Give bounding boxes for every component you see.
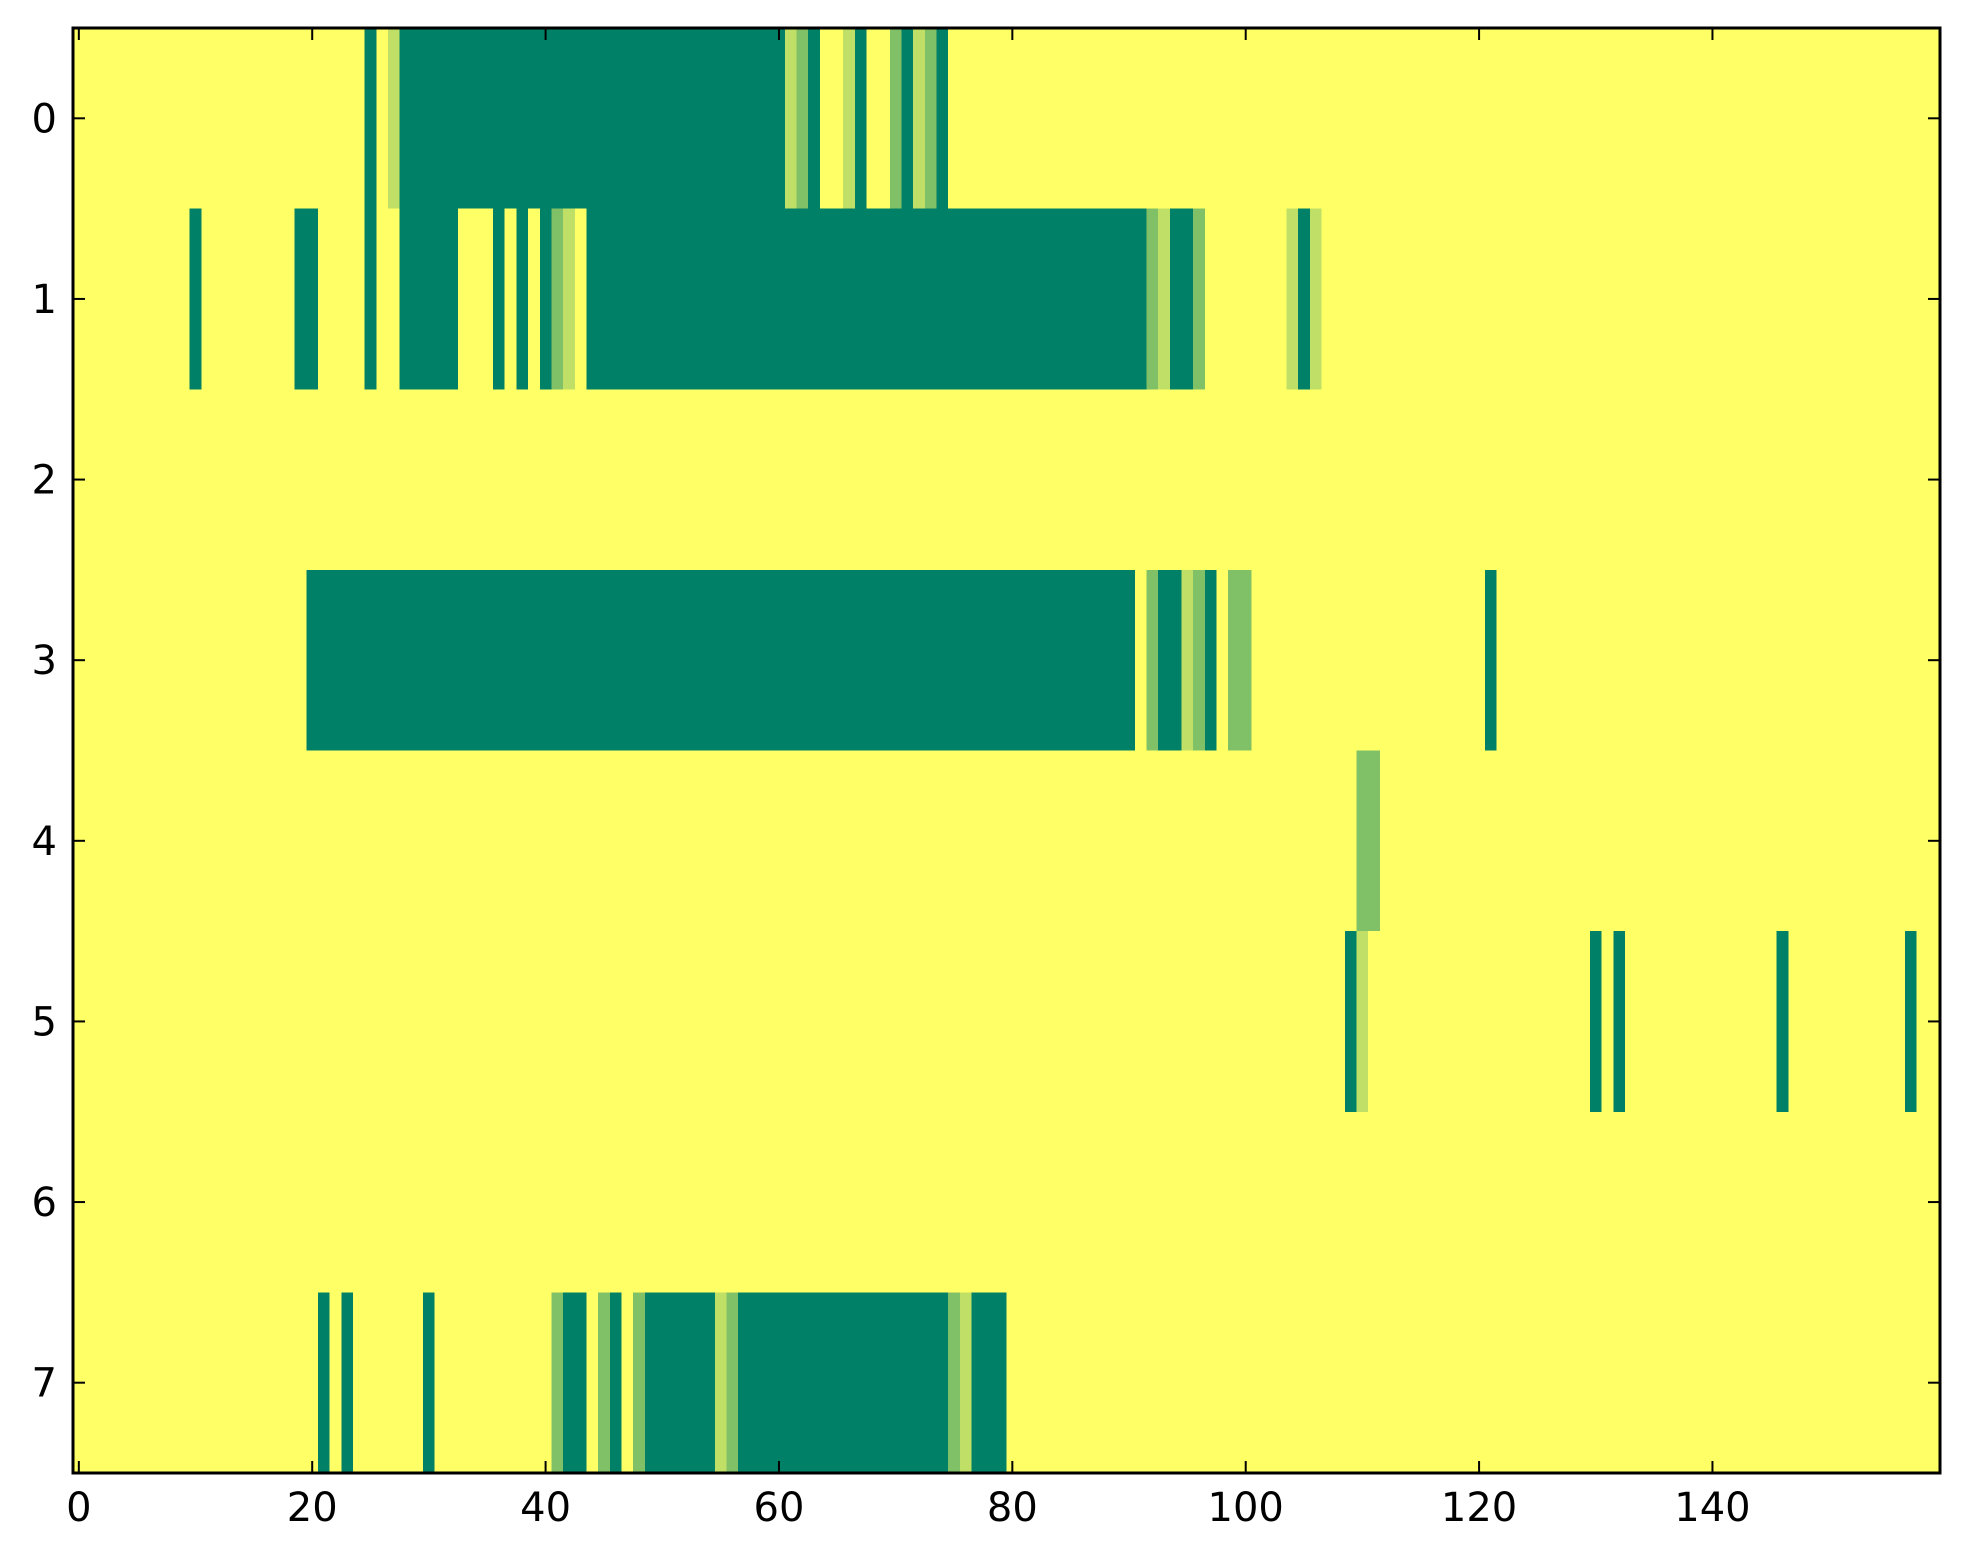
- heatmap-cell: [516, 208, 529, 390]
- heatmap-cell: [1613, 931, 1625, 1112]
- heatmap-cell: [364, 28, 377, 209]
- heatmap-cells: [189, 28, 1917, 1473]
- heatmap-cell: [1904, 931, 1917, 1112]
- heatmap-cell: [1776, 931, 1789, 1112]
- heatmap-cell: [609, 1292, 622, 1473]
- y-tick-label: 3: [32, 638, 57, 684]
- heatmap-cell: [738, 1292, 949, 1473]
- heatmap-cell: [808, 28, 820, 209]
- heatmap-cell: [1309, 208, 1322, 390]
- heatmap-cell: [1344, 931, 1357, 1112]
- heatmap-cell: [843, 28, 855, 209]
- heatmap-cell: [714, 1292, 727, 1473]
- axis-ticks: [73, 28, 1940, 1473]
- heatmap-cell: [1589, 931, 1602, 1112]
- heatmap-cell: [189, 208, 202, 390]
- y-axis-tick-labels: 0 1 2 3 4 5 6 7: [32, 96, 57, 1406]
- x-tick-label: 20: [287, 1485, 338, 1531]
- heatmap-cell: [1298, 208, 1310, 390]
- y-tick-label: 7: [32, 1361, 57, 1407]
- heatmap-cell: [726, 1292, 739, 1473]
- heatmap-cell: [563, 1292, 587, 1473]
- heatmap-cell: [1484, 569, 1497, 751]
- heatmap-cell: [1146, 569, 1159, 751]
- heatmap-cell: [901, 28, 914, 209]
- heatmap-cell: [971, 1292, 984, 1473]
- heatmap-cell: [913, 28, 925, 209]
- heatmap-cell: [586, 208, 1147, 390]
- heatmap-cell: [644, 1292, 715, 1473]
- heatmap-cell: [1228, 569, 1252, 751]
- heatmap-cell: [796, 28, 809, 209]
- x-tick-label: 120: [1441, 1485, 1517, 1531]
- heatmap-cell: [539, 208, 552, 390]
- heatmap-cell: [948, 1292, 960, 1473]
- heatmap-cell: [563, 208, 575, 390]
- x-axis-tick-labels: 0 20 40 60 80 100 120 140: [66, 1485, 1751, 1531]
- y-tick-label: 5: [32, 999, 57, 1045]
- heatmap-cell: [598, 1292, 610, 1473]
- x-tick-label: 140: [1674, 1485, 1750, 1531]
- heatmap-cell: [959, 1292, 972, 1473]
- heatmap-cell: [1193, 569, 1205, 751]
- heatmap-cell: [633, 1292, 645, 1473]
- heatmap-cell: [1146, 208, 1159, 390]
- heatmap-cell: [936, 28, 949, 209]
- heatmap-cell: [854, 28, 867, 209]
- heatmap-cell: [1158, 569, 1182, 751]
- heatmap-cell: [423, 1292, 435, 1473]
- x-tick-label: 60: [754, 1485, 805, 1531]
- y-tick-label: 4: [32, 819, 57, 865]
- heatmap-cell: [388, 28, 400, 209]
- y-tick-label: 0: [32, 96, 57, 142]
- heatmap-cell: [364, 208, 377, 390]
- heatmap-cell: [784, 28, 797, 209]
- heatmap-cell: [1169, 208, 1194, 390]
- heatmap-cell: [889, 28, 902, 209]
- x-tick-label: 80: [987, 1485, 1038, 1531]
- heatmap-cell: [1181, 569, 1194, 751]
- x-tick-label: 0: [66, 1485, 91, 1531]
- plot-frame: [71, 26, 1942, 1475]
- y-tick-label: 2: [32, 458, 57, 504]
- y-tick-label: 6: [32, 1180, 57, 1226]
- heatmap-cell: [551, 1292, 564, 1473]
- heatmap-cell: [1204, 569, 1217, 751]
- heatmap-cell: [1356, 931, 1369, 1112]
- heatmap-cell: [1158, 208, 1170, 390]
- heatmap-cell: [1193, 208, 1205, 390]
- heatmap-cell: [551, 208, 564, 390]
- heatmap-cell: [1356, 750, 1380, 932]
- x-tick-label: 40: [520, 1485, 571, 1531]
- heatmap-cell: [1286, 208, 1299, 390]
- heatmap-cell: [341, 1292, 354, 1473]
- heatmap-cell: [924, 28, 937, 209]
- heatmap-cell: [399, 28, 785, 209]
- heatmap-cell: [983, 1292, 1007, 1473]
- heatmap-cell: [306, 569, 1135, 751]
- heatmap-cell: [318, 1292, 330, 1473]
- heatmap-cell: [294, 208, 319, 390]
- heatmap-cell: [493, 208, 505, 390]
- x-tick-label: 100: [1208, 1485, 1284, 1531]
- heatmap-cell: [399, 208, 459, 390]
- y-tick-label: 1: [32, 277, 57, 323]
